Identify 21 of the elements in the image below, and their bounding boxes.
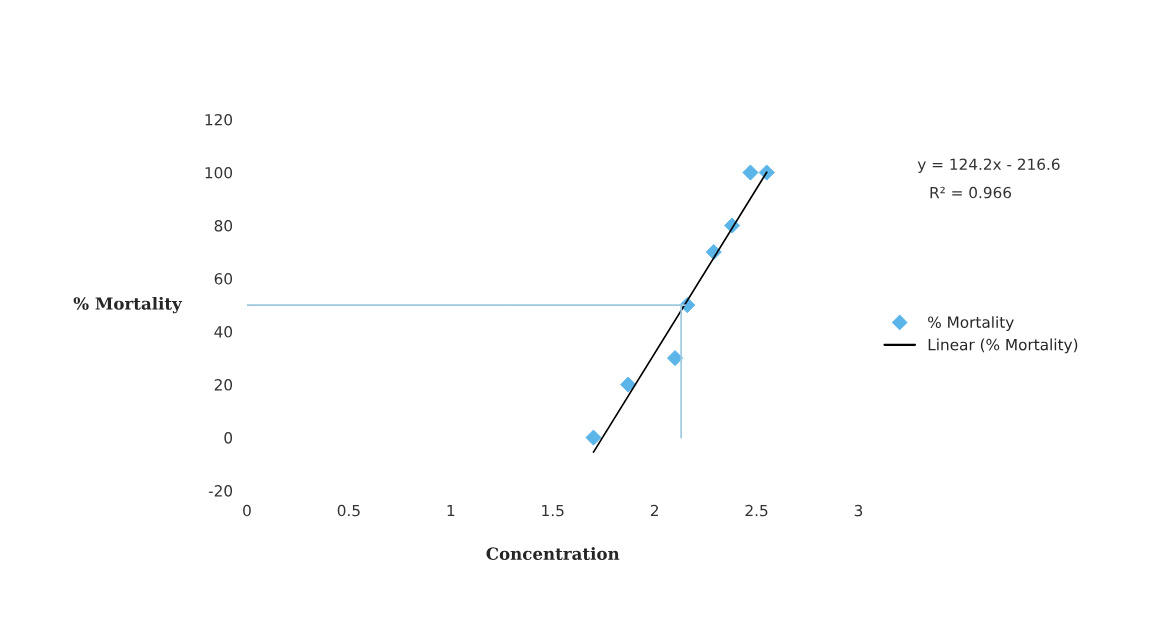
y-tick-label: 60 — [214, 273, 233, 285]
legend-label: % Mortality — [928, 316, 1014, 331]
x-tick-label: 0 — [243, 504, 251, 517]
x-tick-label: 0.5 — [337, 504, 360, 517]
y-tick-label: 40 — [214, 326, 233, 338]
y-tick-label: -20 — [208, 485, 233, 497]
legend-label: Linear (% Mortality) — [928, 338, 1078, 354]
y-tick-label: 100 — [205, 166, 233, 179]
y-tick-label: 0 — [224, 432, 233, 444]
x-axis-title: Concentration — [486, 547, 620, 560]
x-tick-label: 2 — [650, 504, 658, 517]
text: R² = 0.966 — [930, 186, 1012, 199]
y-axis-title: % Mortality — [73, 296, 183, 314]
y-tick-label: 20 — [214, 379, 233, 391]
x-tick-label: 3 — [854, 504, 863, 517]
x-tick-label: 2.5 — [745, 504, 768, 517]
text: y = 124.2x - 216.6 — [917, 158, 1060, 174]
y-tick-label: 120 — [205, 113, 233, 126]
y-tick-label: 80 — [214, 220, 233, 232]
x-tick-label: 1.5 — [542, 504, 564, 517]
x-tick-label: 1 — [447, 504, 455, 517]
